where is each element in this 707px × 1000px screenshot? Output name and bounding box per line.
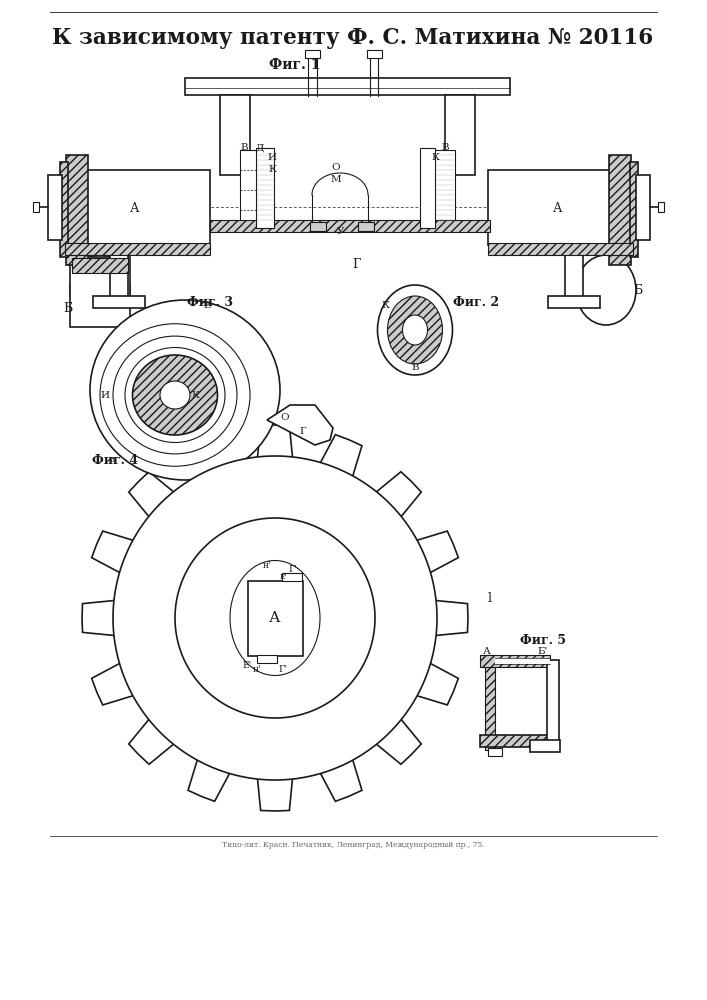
Text: К: К xyxy=(381,300,389,310)
Ellipse shape xyxy=(230,560,320,676)
Bar xyxy=(547,660,559,747)
Bar xyxy=(240,150,265,228)
Bar xyxy=(636,175,650,240)
Ellipse shape xyxy=(70,255,130,325)
Bar xyxy=(256,148,274,228)
Polygon shape xyxy=(113,456,437,780)
Bar xyxy=(72,258,128,273)
Bar xyxy=(530,740,560,752)
Text: К: К xyxy=(191,390,199,399)
Text: О: О xyxy=(281,414,289,422)
Bar xyxy=(480,735,550,747)
Text: К зависимому патенту Ф. С. Матихина № 20116: К зависимому патенту Ф. С. Матихина № 20… xyxy=(52,27,654,49)
Bar xyxy=(70,257,130,327)
Text: А: А xyxy=(269,611,281,625)
Ellipse shape xyxy=(402,315,428,345)
Bar xyxy=(310,222,326,231)
Text: Г: Г xyxy=(300,428,306,436)
Bar xyxy=(420,148,435,228)
Ellipse shape xyxy=(90,300,280,480)
Text: Б': Б' xyxy=(538,648,548,656)
Text: О: О xyxy=(332,163,340,172)
Polygon shape xyxy=(82,425,468,811)
Bar xyxy=(480,655,550,667)
Bar xyxy=(110,255,128,300)
Bar xyxy=(185,78,510,95)
Bar xyxy=(257,655,277,663)
Text: Б: Б xyxy=(64,302,73,314)
Text: В: В xyxy=(441,143,449,152)
Text: Фиг. 2: Фиг. 2 xyxy=(453,296,499,310)
Bar xyxy=(358,222,374,231)
Text: Г': Г' xyxy=(288,564,297,574)
Text: И: И xyxy=(267,153,276,162)
Text: Фиг. 1: Фиг. 1 xyxy=(269,58,321,72)
Ellipse shape xyxy=(576,255,636,325)
Bar xyxy=(248,581,303,656)
Bar xyxy=(210,220,490,232)
Ellipse shape xyxy=(160,381,190,409)
Bar xyxy=(609,155,631,265)
Ellipse shape xyxy=(387,296,443,364)
Bar xyxy=(488,170,633,245)
Polygon shape xyxy=(175,518,375,718)
Text: Г': Г' xyxy=(279,666,287,674)
Ellipse shape xyxy=(378,285,452,375)
Text: Е: Е xyxy=(203,300,211,310)
Text: К: К xyxy=(268,165,276,174)
Bar xyxy=(305,50,320,58)
Bar xyxy=(565,255,583,300)
Text: Д: Д xyxy=(256,143,264,152)
Bar xyxy=(548,296,600,308)
Text: Е': Е' xyxy=(279,573,287,581)
Text: К: К xyxy=(431,153,439,162)
Text: Фиг. 5: Фиг. 5 xyxy=(520,634,566,647)
Bar xyxy=(65,243,210,255)
Polygon shape xyxy=(267,405,333,445)
Bar xyxy=(65,170,210,245)
Bar xyxy=(220,95,250,175)
Text: Фиг. 3: Фиг. 3 xyxy=(187,296,233,310)
Bar xyxy=(282,573,302,581)
Bar xyxy=(93,296,145,308)
Bar xyxy=(485,655,495,750)
Bar xyxy=(430,150,455,228)
Text: н': н' xyxy=(263,562,271,570)
Bar xyxy=(495,658,550,664)
Text: l: l xyxy=(488,591,492,604)
Text: В: В xyxy=(411,363,419,372)
Bar xyxy=(66,155,88,265)
Bar xyxy=(630,162,638,257)
Text: А: А xyxy=(554,202,563,215)
Text: А: А xyxy=(483,648,491,656)
Text: И: И xyxy=(100,390,110,399)
Bar xyxy=(488,748,502,756)
Text: Е': Е' xyxy=(243,660,252,670)
Text: М: М xyxy=(331,176,341,184)
Text: н': н' xyxy=(252,666,262,674)
Text: Фиг. 4: Фиг. 4 xyxy=(92,454,138,466)
Bar xyxy=(60,162,68,257)
Text: У: У xyxy=(337,228,345,236)
Bar xyxy=(33,202,39,212)
Text: Б: Б xyxy=(633,284,643,296)
Bar xyxy=(445,95,475,175)
Text: А: А xyxy=(130,202,140,215)
Ellipse shape xyxy=(132,355,218,435)
Text: В: В xyxy=(240,143,248,152)
Bar xyxy=(488,243,633,255)
Text: Г: Г xyxy=(352,258,360,271)
Bar xyxy=(48,175,62,240)
Bar xyxy=(658,202,664,212)
Text: А: А xyxy=(109,458,117,466)
Text: Типо-лит. Красн. Печатник, Ленинград, Международный пр., 75.: Типо-лит. Красн. Печатник, Ленинград, Ме… xyxy=(221,841,484,849)
Bar xyxy=(367,50,382,58)
